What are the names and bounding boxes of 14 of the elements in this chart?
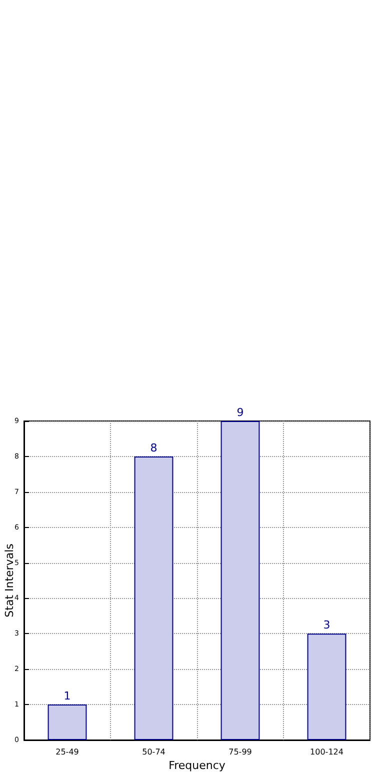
data-label: 3 — [323, 618, 330, 632]
x-tick-label: 25-49 — [56, 748, 79, 756]
data-label: 1 — [64, 690, 71, 703]
x-tick-label: 50-74 — [142, 748, 166, 756]
x-tick-label: 75-99 — [228, 748, 252, 756]
data-label: 9 — [236, 406, 244, 419]
x-axis-title: Frequency — [168, 759, 226, 772]
bar — [220, 421, 260, 740]
x-tick-label: 100-124 — [310, 748, 344, 756]
data-label: 8 — [150, 441, 158, 454]
bar — [48, 704, 87, 740]
bar — [134, 456, 174, 740]
bar — [307, 634, 346, 740]
y-axis-title: Stat Intervals — [3, 543, 16, 618]
